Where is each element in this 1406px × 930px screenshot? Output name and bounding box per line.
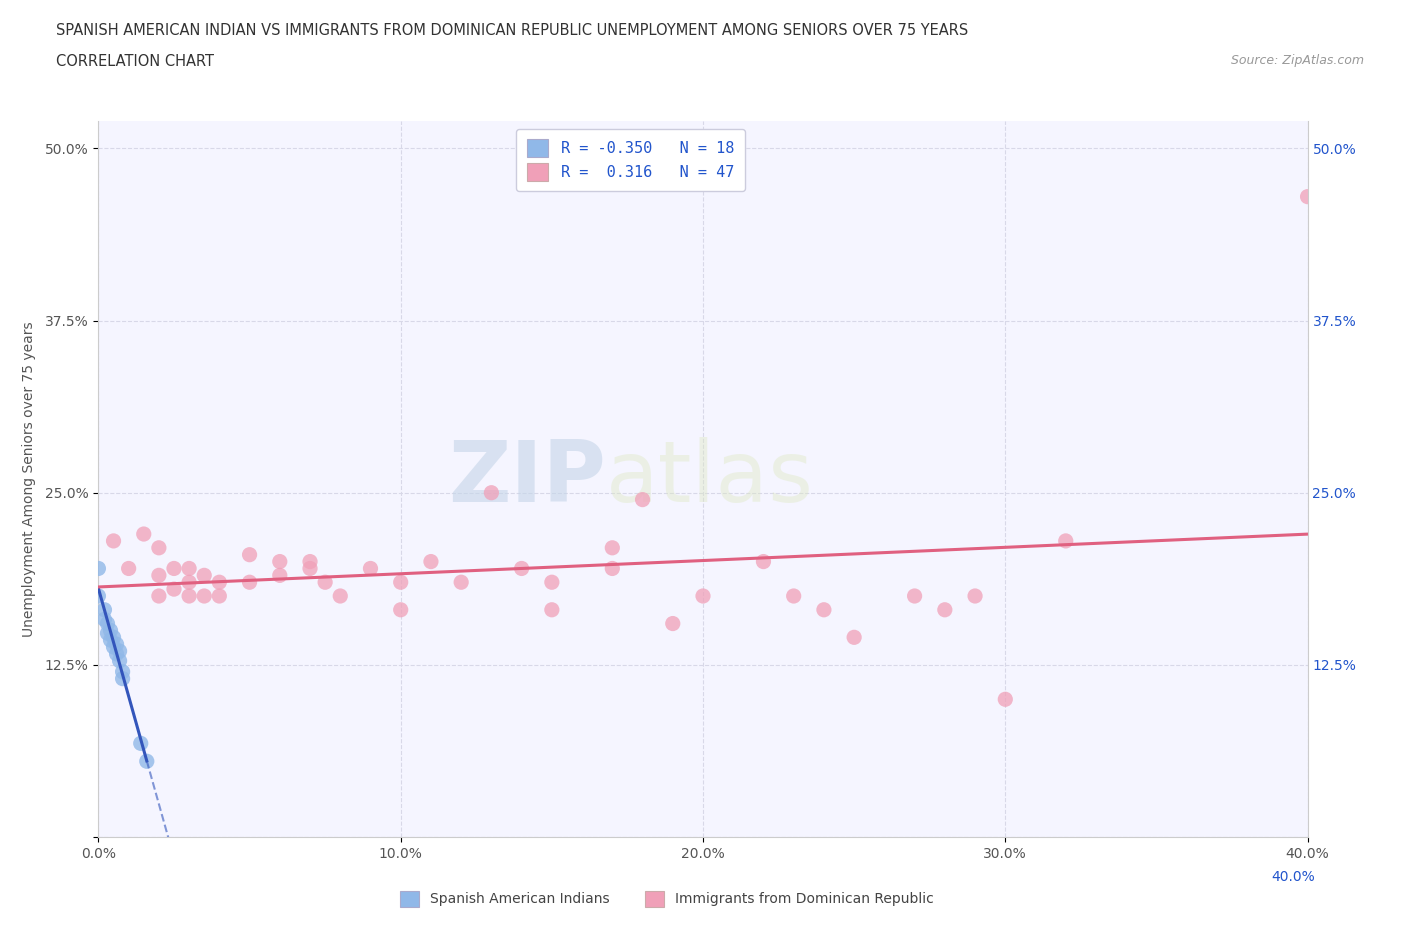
- Point: [93, 612, 115, 627]
- Point: [844, 630, 866, 644]
- Point: [208, 575, 231, 590]
- Text: atlas: atlas: [606, 437, 814, 521]
- Text: Source: ZipAtlas.com: Source: ZipAtlas.com: [1230, 54, 1364, 67]
- Text: ZIP: ZIP: [449, 437, 606, 521]
- Point: [100, 632, 122, 647]
- Point: [148, 540, 170, 555]
- Point: [602, 540, 624, 555]
- Point: [179, 575, 201, 590]
- Point: [662, 616, 685, 631]
- Point: [87, 589, 110, 604]
- Point: [100, 623, 122, 638]
- Point: [103, 640, 125, 655]
- Point: [87, 561, 110, 576]
- Point: [783, 589, 806, 604]
- Point: [692, 589, 714, 604]
- Point: [631, 492, 654, 507]
- Point: [1054, 534, 1077, 549]
- Point: [450, 575, 472, 590]
- Point: [148, 589, 170, 604]
- Point: [193, 589, 215, 604]
- Point: [752, 554, 775, 569]
- Point: [1296, 189, 1319, 204]
- Point: [208, 589, 231, 604]
- Point: [132, 526, 155, 541]
- Point: [481, 485, 503, 500]
- Point: [813, 603, 835, 618]
- Point: [510, 561, 533, 576]
- Point: [420, 554, 443, 569]
- Point: [299, 554, 322, 569]
- Point: [269, 554, 291, 569]
- Text: SPANISH AMERICAN INDIAN VS IMMIGRANTS FROM DOMINICAN REPUBLIC UNEMPLOYMENT AMONG: SPANISH AMERICAN INDIAN VS IMMIGRANTS FR…: [56, 23, 969, 38]
- Point: [193, 568, 215, 583]
- Point: [239, 547, 262, 562]
- Point: [389, 575, 412, 590]
- Point: [108, 644, 131, 658]
- Point: [179, 589, 201, 604]
- Point: [360, 561, 382, 576]
- Point: [105, 646, 128, 661]
- Point: [965, 589, 987, 604]
- Legend: Spanish American Indians, Immigrants from Dominican Republic: Spanish American Indians, Immigrants fro…: [394, 885, 939, 912]
- Point: [129, 736, 152, 751]
- Point: [602, 561, 624, 576]
- Point: [108, 653, 131, 668]
- Point: [934, 603, 956, 618]
- Point: [103, 630, 125, 644]
- Point: [269, 568, 291, 583]
- Point: [105, 637, 128, 652]
- Point: [314, 575, 336, 590]
- Point: [239, 575, 262, 590]
- Point: [96, 626, 118, 641]
- Point: [111, 671, 134, 686]
- Point: [148, 568, 170, 583]
- Point: [111, 664, 134, 679]
- Point: [135, 754, 157, 769]
- Y-axis label: Unemployment Among Seniors over 75 years: Unemployment Among Seniors over 75 years: [22, 321, 37, 637]
- Point: [389, 603, 412, 618]
- Point: [299, 561, 322, 576]
- Point: [163, 561, 186, 576]
- Text: CORRELATION CHART: CORRELATION CHART: [56, 54, 214, 69]
- Point: [163, 581, 186, 596]
- Text: 40.0%: 40.0%: [1271, 870, 1315, 884]
- Point: [540, 575, 562, 590]
- Point: [103, 534, 125, 549]
- Point: [93, 603, 115, 618]
- Point: [118, 561, 141, 576]
- Point: [179, 561, 201, 576]
- Point: [994, 692, 1017, 707]
- Point: [540, 603, 562, 618]
- Point: [904, 589, 927, 604]
- Point: [329, 589, 352, 604]
- Point: [96, 616, 118, 631]
